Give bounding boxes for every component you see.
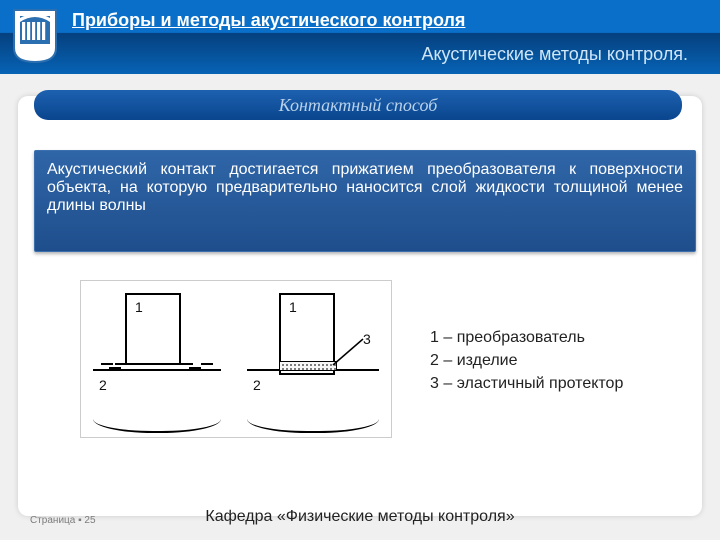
description-box: Акустический контакт достигается прижати…	[34, 150, 696, 252]
diagram-label-2-left: 2	[99, 377, 107, 393]
diagram-legend: 1 – преобразователь 2 – изделие 3 – элас…	[430, 326, 623, 396]
legend-item: 3 – эластичный протектор	[430, 372, 623, 395]
legend-item: 2 – изделие	[430, 349, 623, 372]
liquid-dash	[181, 363, 193, 365]
diagram-label-2-right: 2	[253, 377, 261, 393]
section-pill: Контактный способ	[34, 90, 682, 120]
diagram-label-1-right: 1	[289, 299, 297, 315]
contact-method-diagram: 1 2 1 2 3	[80, 280, 392, 438]
liquid-dash	[115, 363, 127, 365]
header-title-sub: Акустические методы контроля.	[421, 44, 688, 65]
footer-page-number: Страница ▪ 25	[30, 515, 96, 526]
header-bar: Приборы и методы акустического контроля …	[0, 0, 720, 74]
legend-item: 1 – преобразователь	[430, 326, 623, 349]
probe-left	[125, 293, 181, 365]
surface-right	[247, 369, 379, 411]
diagram-label-1-left: 1	[135, 299, 143, 315]
callout-line-3	[331, 337, 365, 371]
liquid-dash	[101, 363, 113, 365]
header-title-main: Приборы и методы акустического контроля	[72, 10, 465, 31]
logo-emblem	[12, 8, 58, 64]
surface-left	[93, 369, 221, 411]
liquid-dash	[189, 367, 201, 369]
footer-department: Кафедра «Физические методы контроля»	[0, 508, 720, 526]
liquid-dash	[109, 367, 121, 369]
liquid-dash	[201, 363, 213, 365]
slide: Приборы и методы акустического контроля …	[0, 0, 720, 540]
elastic-cushion	[279, 361, 337, 371]
